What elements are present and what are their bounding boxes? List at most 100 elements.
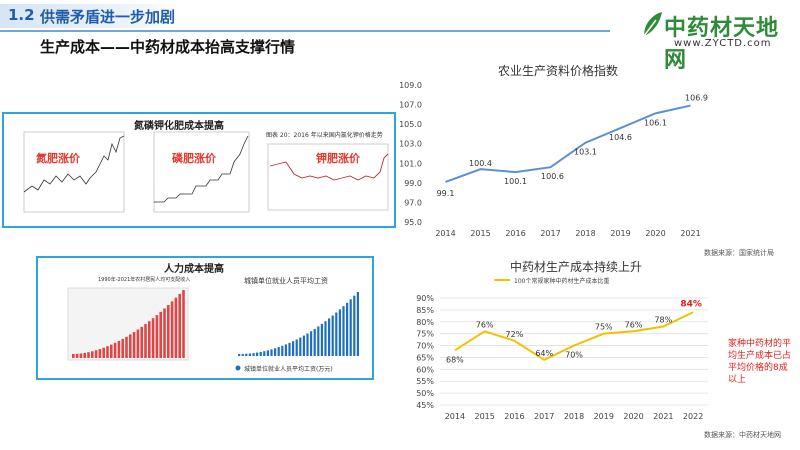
rural-income-bar bbox=[159, 311, 162, 358]
y-tick-label: 97.0 bbox=[404, 198, 422, 207]
rural-income-bar bbox=[178, 293, 181, 358]
rural-income-bar bbox=[174, 297, 178, 358]
price-index-source: 数据来源：国家统计局 bbox=[704, 249, 774, 257]
nitrogen-label: 氮肥涨价 bbox=[36, 152, 80, 165]
x-tick-label: 2016 bbox=[505, 229, 525, 238]
urban-wage-bar bbox=[263, 351, 266, 356]
y-tick-label: 85% bbox=[416, 306, 434, 315]
rural-income-bar bbox=[163, 308, 166, 358]
data-label: 103.1 bbox=[574, 148, 597, 157]
section-number: 1.2 bbox=[8, 6, 35, 24]
data-label: 104.6 bbox=[609, 133, 632, 142]
section-header: 1.2 供需矛盾进一步加剧 bbox=[0, 0, 800, 32]
urban-wage-bar bbox=[238, 354, 241, 356]
data-label: 106.9 bbox=[685, 94, 708, 103]
cost-ratio-source: 数据来源：中药材天地网 bbox=[704, 431, 781, 439]
data-label: 76% bbox=[476, 320, 494, 329]
urban-wage-bar bbox=[335, 312, 338, 356]
x-tick-label: 2016 bbox=[504, 412, 524, 421]
urban-wage-bar bbox=[346, 302, 349, 356]
rural-income-bar bbox=[144, 324, 147, 358]
labor-cost-panel: 人力成本提高 1990年-2021年农村居民人均可支配收入 城镇单位就业人员平均… bbox=[36, 256, 374, 380]
x-tick-label: 2015 bbox=[470, 229, 490, 238]
data-label: 100.4 bbox=[469, 159, 492, 168]
logo-name: 中药材天地网 bbox=[664, 16, 780, 73]
data-label: 84% bbox=[680, 299, 702, 309]
urban-wage-bar bbox=[302, 335, 305, 356]
urban-wage-bar bbox=[284, 344, 287, 356]
urban-wage-legend: 城镇单位就业人员平均工资(万元) bbox=[244, 366, 333, 373]
urban-wage-bar bbox=[292, 341, 295, 356]
rural-income-bar bbox=[132, 332, 136, 358]
urban-wage-bar bbox=[328, 318, 331, 356]
x-tick-label: 2020 bbox=[645, 229, 665, 238]
urban-wage-bar bbox=[277, 347, 280, 356]
potash-label: 钾肥涨价 bbox=[316, 152, 360, 165]
logo-url: www.ZYCTD.com bbox=[674, 38, 772, 49]
fertilizer-panel-title: 氮磷钾化肥成本提高 bbox=[134, 121, 224, 132]
urban-wage-bar bbox=[320, 323, 323, 356]
cost-note: 家种中药材的平均生产成本已占平均价格的8成以上 bbox=[728, 339, 792, 385]
data-label: 76% bbox=[625, 320, 643, 329]
potash-mini-chart-title: 图表 20：2016 年以来国内氯化钾价格走势 bbox=[266, 132, 383, 139]
fertilizer-mini-charts bbox=[23, 131, 389, 213]
urban-wage-bar bbox=[331, 315, 334, 356]
x-tick-label: 2018 bbox=[575, 229, 595, 238]
x-tick-label: 2022 bbox=[683, 412, 703, 421]
x-tick-label: 2017 bbox=[540, 229, 560, 238]
legend-label: 100个常规家种中药材生产成本比重 bbox=[514, 277, 609, 285]
urban-wage-bar bbox=[317, 326, 320, 356]
leaf-logo-icon bbox=[643, 12, 662, 37]
y-tick-label: 90% bbox=[416, 294, 434, 303]
rural-income-bar bbox=[110, 344, 113, 358]
urban-wage-bar bbox=[310, 331, 313, 356]
phosphate-price-line bbox=[154, 135, 249, 203]
rural-income-bar bbox=[151, 318, 155, 358]
y-tick-label: 65% bbox=[416, 353, 434, 362]
x-tick-label: 2015 bbox=[474, 412, 494, 421]
labor-mini-charts bbox=[67, 287, 359, 371]
data-label: 70% bbox=[565, 351, 583, 360]
y-tick-label: 70% bbox=[416, 342, 434, 351]
section-title: 供需矛盾进一步加剧 bbox=[40, 8, 176, 26]
y-tick-label: 107.0 bbox=[399, 101, 422, 110]
urban-wage-bar bbox=[266, 350, 269, 356]
urban-wage-bar bbox=[356, 292, 359, 356]
logo: 中药材天地网 www.ZYCTD.com bbox=[640, 10, 790, 73]
urban-wage-bar bbox=[248, 353, 251, 356]
header-divider bbox=[0, 30, 610, 32]
data-label: 72% bbox=[506, 330, 524, 339]
rural-income-bar bbox=[170, 301, 174, 358]
y-tick-label: 80% bbox=[416, 318, 434, 327]
rural-income-bar bbox=[167, 305, 170, 358]
urban-wage-bar bbox=[306, 333, 309, 356]
urban-wage-bar bbox=[252, 353, 255, 356]
rural-income-bar bbox=[79, 353, 83, 358]
rural-income-bar bbox=[106, 346, 109, 358]
data-label: 99.1 bbox=[437, 189, 455, 198]
labor-panel-title: 人力成本提高 bbox=[164, 264, 224, 275]
page-subtitle: 生产成本——中药材成本抬高支撑行情 bbox=[40, 38, 296, 56]
wage-legend-marker bbox=[235, 365, 241, 371]
section-header-bar bbox=[0, 4, 182, 28]
y-tick-label: 99.0 bbox=[404, 179, 422, 188]
rural-income-chart-title: 1990年-2021年农村居民人均可支配收入 bbox=[98, 277, 191, 283]
rural-income-bar bbox=[117, 340, 121, 358]
data-label: 64% bbox=[535, 349, 553, 358]
x-tick-label: 2018 bbox=[564, 412, 584, 421]
x-tick-label: 2014 bbox=[445, 412, 465, 421]
data-label: 106.1 bbox=[644, 118, 667, 127]
urban-wage-bar bbox=[270, 349, 273, 356]
data-label: 78% bbox=[654, 316, 672, 325]
y-tick-label: 50% bbox=[416, 389, 434, 398]
data-label: 100.6 bbox=[541, 172, 564, 181]
urban-wage-bar bbox=[241, 353, 244, 356]
urban-wage-bar bbox=[256, 352, 259, 356]
rural-income-bar bbox=[182, 290, 185, 358]
rural-income-bar bbox=[83, 352, 86, 358]
y-tick-label: 60% bbox=[416, 365, 434, 374]
y-tick-label: 75% bbox=[416, 330, 434, 339]
y-tick-label: 105.0 bbox=[399, 120, 422, 129]
